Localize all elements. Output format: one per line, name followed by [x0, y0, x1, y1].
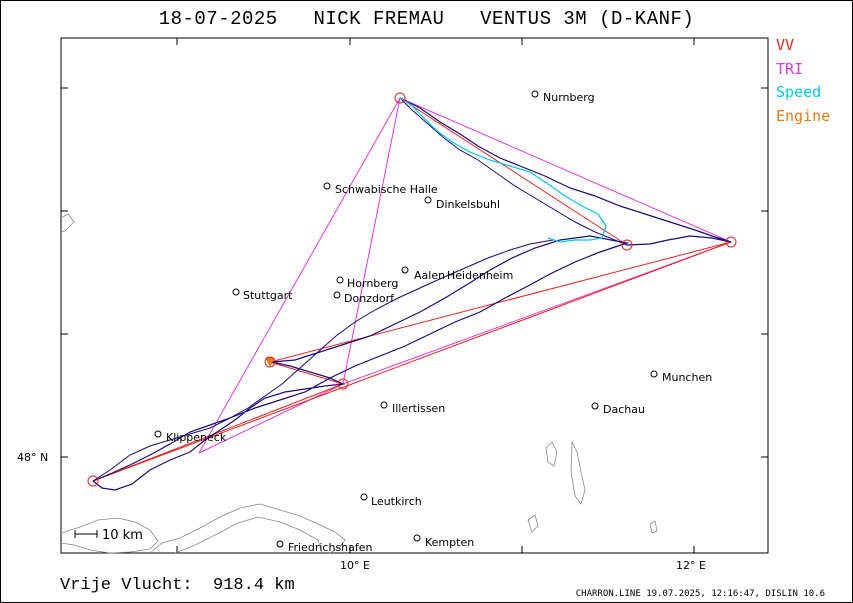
- vv-leg-north: [399, 97, 628, 246]
- flight-track-west: [92, 239, 554, 482]
- lon-axis-label-10: 10° E: [340, 559, 370, 572]
- free-flight-distance: 918.4 km: [213, 576, 295, 595]
- city-klippeneck: Klippeneck: [166, 431, 227, 444]
- city-munchen: Munchen: [662, 371, 712, 384]
- free-flight-summary: Vrije Vlucht: 918.4 km: [60, 576, 295, 595]
- tri-leg-start: [198, 383, 344, 454]
- city-dot-stuttgart: [232, 288, 240, 296]
- lon-axis-label-12: 12° E: [676, 559, 706, 572]
- legend: VV TRI Speed Engine: [776, 34, 830, 128]
- city-dinkelsbuhl: Dinkelsbuhl: [436, 198, 500, 211]
- city-dot-dachau: [591, 402, 599, 410]
- tri-triangle: [342, 97, 733, 385]
- glider-name: VENTUS 3M (D-KANF): [480, 8, 695, 30]
- scale-bar: 10 km: [74, 528, 143, 543]
- city-hornberg: Hornberg: [347, 277, 398, 290]
- city-donzdorf: Donzdorf: [344, 292, 395, 305]
- scale-label: 10 km: [102, 528, 143, 543]
- turnpoint-1: [394, 92, 406, 104]
- free-flight-label: Vrije Vlucht:: [60, 576, 193, 595]
- city-dot-leutkirch: [360, 493, 368, 501]
- city-dot-kempten: [413, 534, 421, 542]
- city-schwabische-halle: Schwabische Halle: [335, 183, 438, 196]
- vv-route: [92, 241, 732, 482]
- city-leutkirch: Leutkirch: [371, 495, 422, 508]
- city-illertissen: Illertissen: [392, 402, 445, 415]
- flight-track-north: [399, 97, 628, 246]
- flight-date: 18-07-2025: [158, 8, 278, 30]
- flight-track-east: [399, 97, 732, 246]
- flight-track-main: [92, 235, 630, 491]
- turnpoint-5: [264, 356, 276, 368]
- city-dot-illertissen: [380, 401, 388, 409]
- turnpoint-2: [725, 236, 737, 248]
- legend-engine: Engine: [776, 106, 831, 125]
- city-dot-nurnberg: [531, 90, 539, 98]
- city-dot-dinkelsbuhl: [424, 196, 432, 204]
- city-dot-klippeneck: [154, 430, 162, 438]
- city-nurnberg: Nurnberg: [543, 91, 595, 104]
- city-friedrichshafen: Friedrichshafen: [288, 541, 373, 554]
- legend-vv: VV: [776, 36, 795, 54]
- plot-border: [60, 37, 769, 554]
- turnpoints: [87, 92, 737, 487]
- city-dachau: Dachau: [603, 403, 645, 416]
- speed-segment: [399, 97, 607, 243]
- pilot-name: NICK FREMAU: [313, 8, 445, 30]
- city-dot-aalen: [401, 266, 409, 274]
- city-aalen: Aalen: [414, 269, 445, 282]
- city-dot-hornberg: [336, 276, 344, 284]
- legend-speed: Speed: [776, 83, 822, 101]
- axis-ticks: [61, 38, 768, 553]
- turnpoint-start: [87, 475, 99, 487]
- city-dot-munchen: [650, 370, 658, 378]
- software-info: CHARRON.LINE 19.07.2025, 12:16:47, DISLI…: [575, 589, 825, 599]
- lake-outlines: [60, 213, 658, 554]
- legend-tri: TRI: [776, 59, 804, 78]
- engine-marker: [265, 357, 275, 368]
- city-kempten: Kempten: [425, 536, 474, 549]
- city-dot-donzdorf: [333, 291, 341, 299]
- flight-title: 18-07-2025 NICK FREMAU VENTUS 3M (D-KANF…: [0, 8, 853, 30]
- city-stuttgart: Stuttgart: [243, 289, 293, 302]
- city-dot-schwabische-halle: [323, 182, 331, 190]
- lat-axis-label: 48° N: [17, 451, 48, 464]
- turnpoint-4: [337, 378, 349, 390]
- city-dot-friedrichshafen: [276, 540, 284, 548]
- city-markers: Nurnberg Schwabische Halle Dinkelsbuhl A…: [154, 90, 712, 554]
- tri-leg-end: [198, 97, 401, 454]
- city-heidenheim: Heidenheim: [447, 269, 513, 282]
- turnpoint-3: [621, 239, 633, 251]
